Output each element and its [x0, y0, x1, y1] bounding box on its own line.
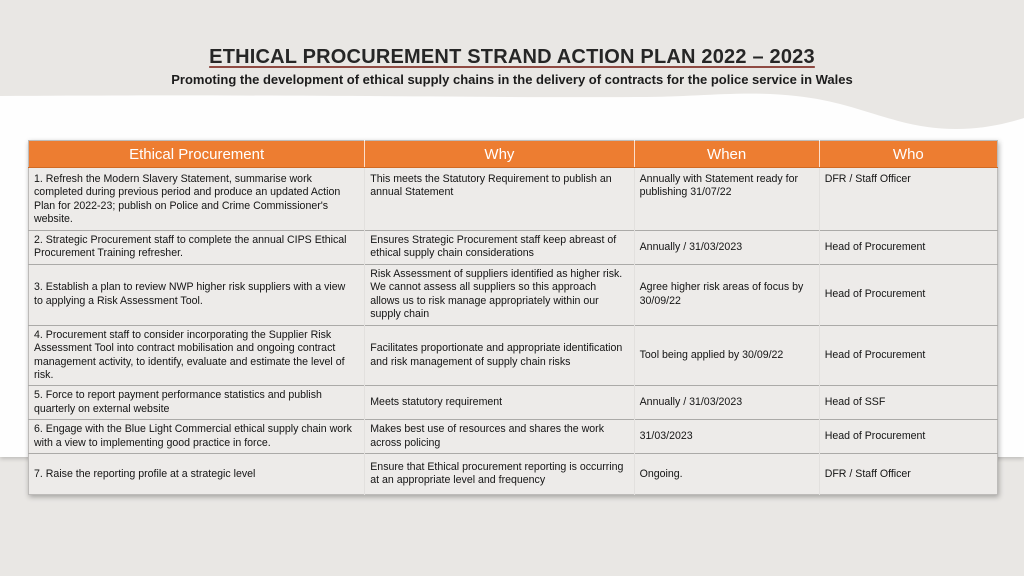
cell-action: 3. Establish a plan to review NWP higher…: [28, 263, 366, 326]
action-plan-table: Ethical Procurement Why When Who 1. Refr…: [28, 140, 998, 496]
cell-who: Head of SSF: [819, 385, 998, 420]
cell-when: Ongoing.: [634, 453, 820, 495]
cell-why: Meets statutory requirement: [364, 385, 635, 420]
cell-why: Risk Assessment of suppliers identified …: [364, 263, 635, 326]
cell-who: Head of Procurement: [819, 324, 998, 386]
cell-action: 2. Strategic Procurement staff to comple…: [28, 229, 366, 265]
table-row: 3. Establish a plan to review NWP higher…: [28, 263, 998, 326]
cell-action: 6. Engage with the Blue Light Commercial…: [28, 419, 366, 454]
cell-who: DFR / Staff Officer: [819, 453, 998, 495]
table-row: 5. Force to report payment performance s…: [28, 385, 998, 420]
column-header-why: Why: [364, 140, 635, 168]
cell-when: Annually with Statement ready for publis…: [634, 167, 820, 231]
cell-why: Facilitates proportionate and appropriat…: [364, 324, 635, 386]
column-header-who: Who: [819, 140, 998, 168]
table-row: 7. Raise the reporting profile at a stra…: [28, 453, 998, 495]
column-header-ethical-procurement: Ethical Procurement: [28, 140, 366, 168]
cell-why: Makes best use of resources and shares t…: [364, 419, 635, 454]
slide-header: ETHICAL PROCUREMENT STRAND ACTION PLAN 2…: [0, 46, 1024, 87]
table-row: 1. Refresh the Modern Slavery Statement,…: [28, 167, 998, 231]
column-header-when: When: [634, 140, 820, 168]
cell-who: DFR / Staff Officer: [824, 173, 911, 185]
cell-action: 4. Procurement staff to consider incorpo…: [28, 324, 366, 386]
slide-subtitle: Promoting the development of ethical sup…: [171, 72, 853, 87]
table-row: 4. Procurement staff to consider incorpo…: [28, 324, 998, 386]
cell-who: Head of Procurement: [819, 229, 998, 265]
cell-when: Tool being applied by 30/09/22: [634, 324, 820, 386]
cell-when: Annually / 31/03/2023: [634, 229, 820, 265]
cell-when: Annually / 31/03/2023: [634, 385, 820, 420]
table-header-row: Ethical Procurement Why When Who: [28, 140, 998, 168]
cell-why: Ensure that Ethical procurement reportin…: [364, 453, 635, 495]
cell-why: Ensures Strategic Procurement staff keep…: [364, 229, 635, 265]
cell-why: This meets the Statutory Requirement to …: [364, 167, 635, 231]
table-row: 6. Engage with the Blue Light Commercial…: [28, 419, 998, 454]
cell-who: Head of Procurement: [819, 263, 998, 326]
table-row: 2. Strategic Procurement staff to comple…: [28, 229, 998, 265]
cell-who: Head of Procurement: [819, 419, 998, 454]
cell-action: 5. Force to report payment performance s…: [28, 385, 366, 420]
cell-when: Agree higher risk areas of focus by 30/0…: [634, 263, 820, 326]
cell-when: 31/03/2023: [634, 419, 820, 454]
cell-action: 7. Raise the reporting profile at a stra…: [28, 453, 366, 495]
cell-action: 1. Refresh the Modern Slavery Statement,…: [28, 167, 366, 231]
slide-title: ETHICAL PROCUREMENT STRAND ACTION PLAN 2…: [209, 46, 815, 68]
